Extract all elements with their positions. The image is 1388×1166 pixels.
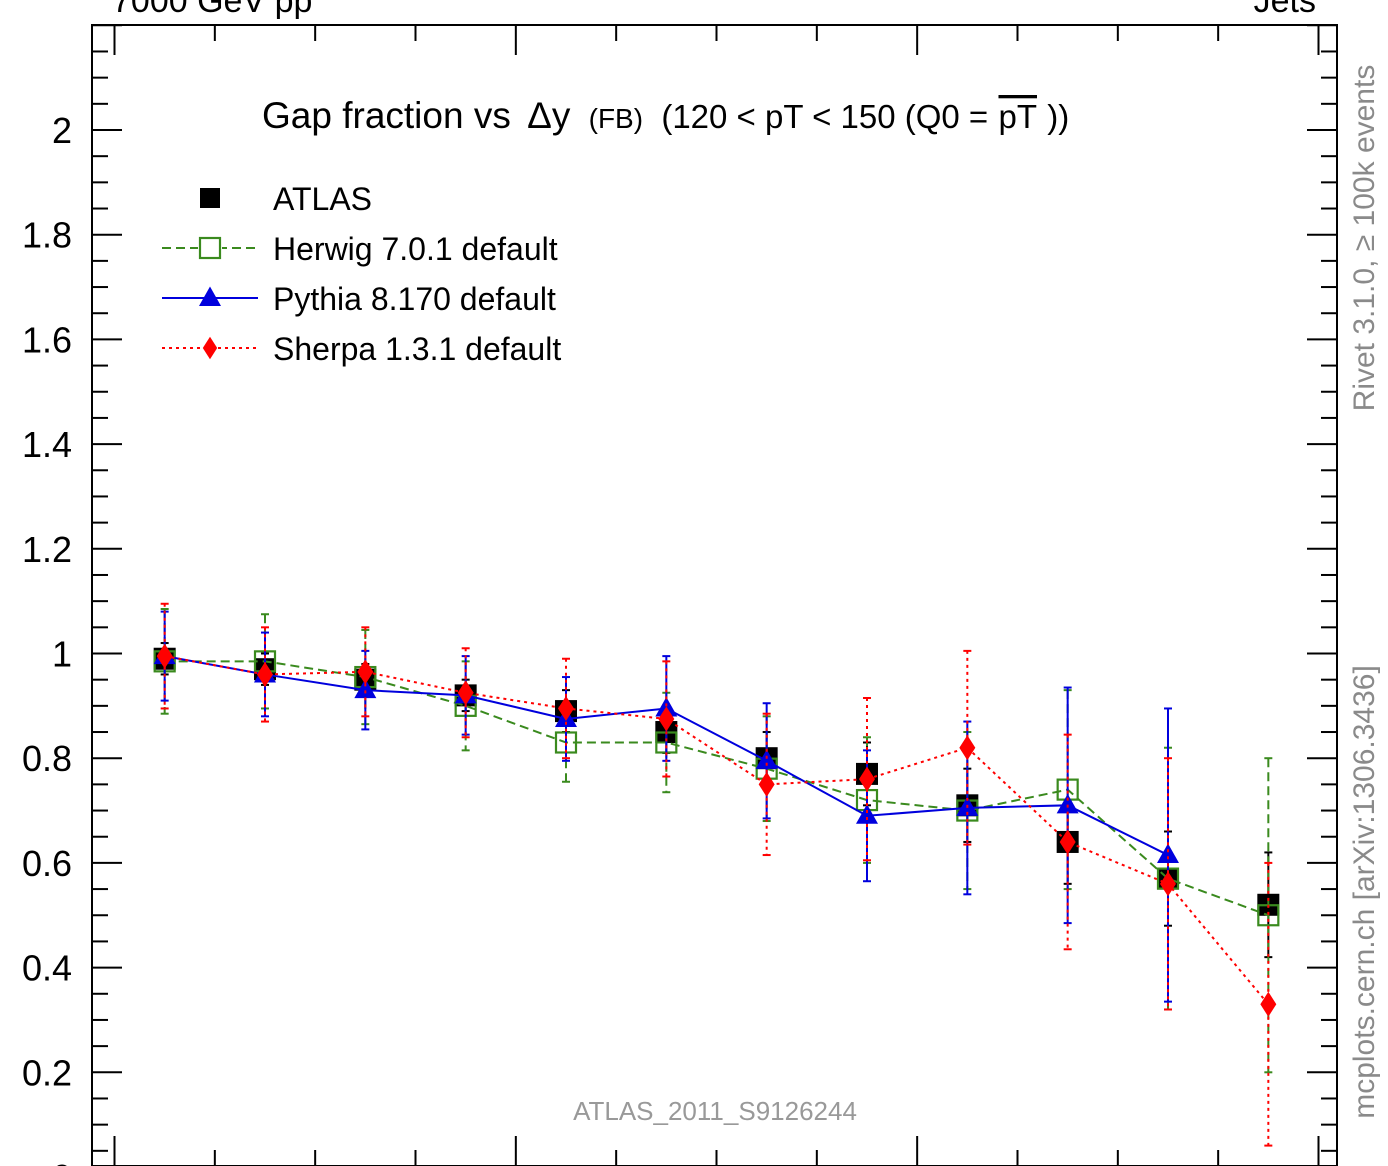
y-tick-label: 0.6 [22, 843, 72, 884]
data-point [658, 706, 675, 732]
y-axis-ticks: 0 0.2 0.4 0.6 0.8 1 1.2 1.4 1.6 1.8 2 [22, 24, 1337, 1166]
legend-label: Pythia 8.170 default [273, 281, 556, 317]
data-point [557, 695, 574, 721]
mcplots-label: mcplots.cern.ch [arXiv:1306.3436] [1348, 665, 1381, 1119]
series-layer [153, 602, 1280, 1147]
data-point [354, 678, 377, 699]
data-point [1059, 829, 1076, 855]
legend-marker-bg [198, 236, 222, 260]
data-point [1156, 843, 1179, 864]
series-line [164, 655, 1270, 1005]
x-axis-ticks [113, 25, 1320, 1166]
legend-marker [202, 336, 218, 360]
y-tick-label: 1.4 [22, 424, 72, 465]
data-point [256, 661, 273, 687]
legend-marker [198, 236, 222, 260]
chart-title-symbol: Δy [527, 95, 571, 136]
legend-label: ATLAS [273, 181, 372, 217]
legend-label: Sherpa 1.3.1 default [273, 331, 561, 367]
data-point [1260, 991, 1277, 1017]
plot-frame [91, 24, 1338, 1166]
y-tick-label: 1.2 [22, 529, 72, 570]
legend-marker [200, 188, 220, 208]
legend-entry: Herwig 7.0.1 default [162, 231, 558, 267]
data-point [855, 804, 878, 824]
series-line [164, 660, 1269, 917]
series-0 [153, 642, 1280, 959]
y-tick-label: 1 [52, 634, 72, 675]
chart-title-main: Gap fraction vs [262, 95, 511, 136]
y-tick-label: 1.8 [22, 215, 72, 256]
legend-label: Herwig 7.0.1 default [273, 231, 558, 267]
data-point [1159, 871, 1176, 897]
y-tick-label: 0 [52, 1157, 72, 1166]
legend-marker [199, 286, 221, 306]
legend: ATLAS Herwig 7.0.1 default Pythia 8.170 de… [162, 181, 561, 367]
legend-entry: Sherpa 1.3.1 default [162, 331, 561, 367]
y-tick-label: 0.4 [22, 948, 72, 989]
data-point [755, 749, 778, 769]
series-1 [153, 608, 1280, 1074]
data-point [457, 680, 474, 706]
data-point [858, 766, 875, 792]
y-tick-label: 0.8 [22, 738, 72, 779]
jets-label: Jets [1254, 0, 1316, 20]
chart-title-overline: pT [998, 98, 1037, 135]
y-tick-label: 2 [52, 110, 72, 151]
chart-title-close: )) [1047, 98, 1069, 135]
chart-title: Gap fraction vs Δy (FB) (120 < pT < 150 … [262, 95, 1069, 136]
analysis-watermark: ATLAS_2011_S9126244 [573, 1096, 857, 1126]
legend-entry: ATLAS [198, 181, 372, 217]
data-point [156, 643, 173, 669]
energy-label: 7000 GeV pp [112, 0, 312, 20]
chart-title-small: (FB) [589, 103, 643, 134]
series-3 [156, 602, 1277, 1147]
rivet-version-label: Rivet 3.1.0, ≥ 100k events [1348, 65, 1381, 412]
y-tick-label: 1.6 [22, 319, 72, 360]
y-tick-label: 0.2 [22, 1052, 72, 1093]
data-point [1056, 793, 1079, 814]
data-point [959, 735, 976, 761]
data-point [357, 659, 374, 685]
data-point [758, 771, 775, 797]
chart-title-range: (120 < pT < 150 (Q0 = [661, 98, 988, 135]
legend-entry: Pythia 8.170 default [162, 281, 556, 317]
